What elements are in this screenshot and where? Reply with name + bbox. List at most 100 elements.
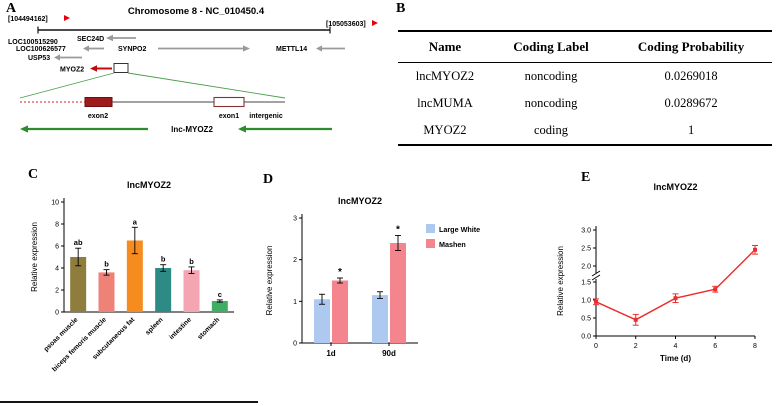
significance-letter: ab	[74, 238, 83, 247]
gene-label-loc100515290: LOC100515290	[8, 39, 58, 46]
x-category-label: 90d	[382, 349, 396, 358]
axis-break-mark	[591, 274, 601, 281]
lnc-arrows: lnc-MYOZ2	[20, 125, 332, 134]
table-cell: 1	[610, 117, 772, 146]
table-header-name: Name	[398, 30, 492, 63]
y-tick-label: 0	[55, 310, 59, 317]
bar	[70, 257, 87, 312]
gene-label-sec24d: SEC24D	[77, 36, 104, 43]
table-row: lncMUMA noncoding 0.0289672	[398, 90, 772, 117]
x-category-label: biceps femoris muscle	[51, 316, 108, 373]
significance-letter: b	[161, 255, 166, 264]
y-tick-label: 3	[293, 216, 297, 223]
bar	[126, 240, 143, 312]
left-coordinate-triangle-icon	[64, 15, 70, 21]
y-tick-label: 1.0	[581, 298, 591, 305]
table-cell: noncoding	[524, 96, 578, 110]
y-axis-label: Relative expression	[30, 222, 39, 292]
data-point	[594, 299, 598, 304]
y-tick-label: 2	[293, 257, 297, 264]
chart-title: lncMYOZ2	[127, 180, 171, 190]
lnc-arrow-right-icon	[238, 125, 246, 133]
figure-bottom-border	[0, 401, 258, 403]
y-tick-label: 3.0	[581, 228, 591, 235]
legend-swatch	[426, 224, 435, 233]
gene-annotations: LOC100515290 SEC24D LOC100626577 SYNPO2 …	[8, 34, 345, 74]
y-tick-label: 2.5	[581, 246, 591, 253]
panel-label-c: C	[28, 167, 39, 182]
y-tick-label: 1	[293, 299, 297, 306]
lnc-myoz2-label: lnc-MYOZ2	[171, 125, 213, 134]
genomic-locus-diagram: Chromosome 8 - NC_010450.4 [104494162] […	[8, 6, 378, 134]
coding-probability-table: Name Coding Label Coding Probability lncMYO…	[398, 30, 772, 146]
data-line	[595, 249, 756, 321]
axis-break-mark	[591, 270, 601, 277]
x-tick-label: 6	[713, 343, 717, 350]
y-tick-label: 2	[55, 288, 59, 295]
intergenic-label: intergenic	[249, 113, 283, 120]
y-axis-label: Relative expression	[265, 246, 274, 316]
x-tick-label: 0	[594, 343, 598, 350]
loc100626577-arrow-icon	[83, 45, 89, 52]
table-cell: lncMUMA	[417, 96, 473, 110]
chromosome-axis: [104494162] [105053603]	[8, 15, 378, 34]
coding-table-container: Name Coding Label Coding Probability lncMYO…	[398, 30, 772, 146]
synpo2-arrow-icon	[243, 45, 250, 52]
lnc-arrow-left-icon	[20, 125, 28, 133]
sec24d-arrow-icon	[106, 34, 113, 42]
line-chart-time-course: lncMYOZ2 Relative expression 0.0 0.5 1.0 1.5 2…	[556, 182, 758, 363]
exon2-box	[84, 97, 113, 107]
bar-chart-breed-comparison: lncMYOZ2 Relative expression 0 1 2 3 * * 1d 90d La…	[265, 196, 480, 358]
zoom-guides	[19, 72, 286, 99]
chart-title: lncMYOZ2	[338, 196, 382, 206]
legend-label: Large White	[439, 225, 480, 234]
x-category-label: intestine	[168, 316, 193, 341]
panel-label-a: A	[6, 1, 17, 16]
legend-label: Mashen	[439, 240, 466, 249]
table-cell: noncoding	[524, 69, 578, 83]
bar	[183, 270, 200, 312]
significance-letter: b	[189, 257, 194, 266]
exon1-box	[213, 96, 245, 108]
gene-label-usp53: USP53	[28, 55, 50, 62]
panel-label-e: E	[581, 170, 591, 185]
bar	[332, 280, 348, 343]
table-cell: lncMYOZ2	[415, 69, 475, 83]
bar	[372, 295, 388, 343]
bar	[390, 243, 406, 343]
zoom-region-box	[113, 63, 129, 73]
panel-label-b: B	[396, 1, 406, 16]
table-header-coding-label: Coding Label	[491, 30, 611, 63]
bar	[155, 268, 172, 312]
table-cell: 0.0269018	[664, 69, 718, 83]
y-tick-label: 10	[51, 200, 59, 207]
y-tick-label: 6	[55, 244, 59, 251]
x-axis-label: Time (d)	[660, 354, 691, 363]
right-coordinate-triangle-icon	[372, 20, 378, 26]
y-tick-label: 1.5	[581, 280, 591, 287]
table-row: MYOZ2 coding 1	[398, 117, 772, 146]
y-tick-label: 0.5	[581, 316, 591, 323]
coordinate-right: [105053603]	[326, 21, 366, 28]
exon2-label: exon2	[88, 113, 108, 120]
table-cell: MYOZ2	[398, 117, 492, 146]
mettl14-arrow-icon	[316, 45, 322, 52]
data-point	[673, 296, 678, 301]
chromosome-title: Chromosome 8 - NC_010450.4	[128, 6, 265, 17]
data-point	[633, 317, 638, 322]
table-cell: 0.0289672	[664, 96, 718, 110]
transcript-structure: exon2 exon1 intergenic	[20, 96, 285, 120]
bar	[98, 272, 115, 312]
gene-label-myoz2: MYOZ2	[60, 67, 84, 74]
y-tick-label: 8	[55, 222, 59, 229]
x-category-label: stomach	[197, 316, 222, 341]
usp53-arrow-icon	[54, 54, 60, 61]
data-point	[713, 287, 718, 292]
x-tick-label: 4	[674, 343, 678, 350]
x-tick-label: 8	[753, 343, 757, 350]
panel-label-d: D	[263, 172, 274, 187]
bar	[211, 301, 228, 312]
myoz2-arrow-icon	[90, 65, 97, 72]
